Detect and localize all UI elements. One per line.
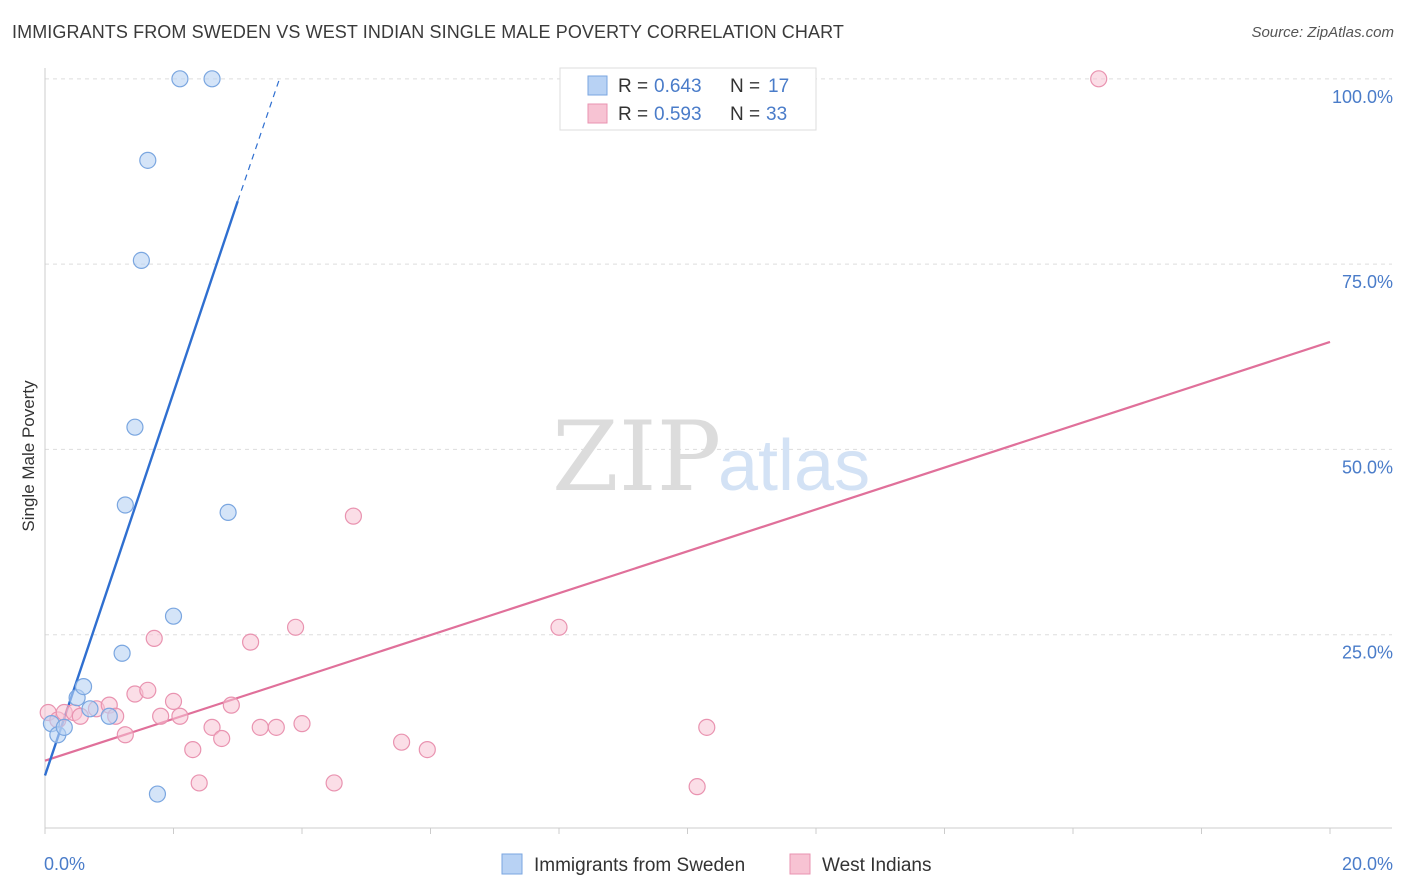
west-indians-point-20: [242, 633, 260, 651]
west-indians-point-21: [251, 718, 269, 736]
west-indians-point-10: [139, 681, 157, 699]
west-indians-r-value: 0.593: [654, 104, 702, 125]
watermark-zip: ZIP: [552, 401, 721, 513]
west-indians-point-31: [698, 718, 716, 736]
sweden-point-16: [219, 503, 237, 522]
west-indians-legend-swatch: [587, 103, 608, 124]
west-indians-point-17: [203, 718, 221, 736]
west-indians-point-25: [325, 774, 343, 792]
west-indians-n-value: 33: [766, 104, 787, 125]
sweden-trend-line: [43, 200, 239, 776]
west-indians-point-26: [344, 507, 362, 525]
west-indians-trend-line: [44, 340, 1331, 762]
y-axis-label: Single Male Poverty: [19, 380, 38, 532]
west-indians-point-23: [286, 618, 305, 636]
west-indians-point-13: [164, 692, 183, 711]
sweden-point-12: [148, 785, 167, 803]
west-indians-point-19: [222, 696, 240, 714]
west-indians-point-12: [152, 707, 170, 725]
y-tick-label-2: 75.0%: [1342, 272, 1393, 292]
sweden-r-value: 0.643: [654, 76, 702, 97]
x-tick-label-max: 20.0%: [1342, 854, 1393, 874]
sweden-point-5: [81, 700, 99, 718]
west-indians-point-24: [293, 715, 311, 733]
sweden-point-10: [132, 251, 150, 270]
y-tick-label-3: 100.0%: [1332, 87, 1393, 107]
sweden-point-2: [55, 718, 73, 736]
x-tick-label-min: 0.0%: [44, 854, 85, 874]
trend-lines: [43, 78, 1331, 776]
west-indians-point-11: [145, 629, 163, 648]
sweden-point-13: [164, 607, 183, 625]
west-indians-point-28: [418, 740, 436, 759]
west-indians-point-18: [213, 729, 231, 748]
sweden-point-14: [171, 70, 189, 88]
series-legend: Immigrants from Sweden West Indians: [501, 853, 931, 876]
west-indians-point-30: [688, 778, 706, 796]
sweden-point-6: [100, 707, 118, 725]
west-indians-point-14: [171, 707, 189, 725]
watermark-atlas: atlas: [718, 426, 870, 506]
legend-west-indians-label: West Indians: [822, 855, 931, 876]
legend-sweden-swatch: [501, 853, 523, 875]
x-tick-labels: 0.0% 20.0%: [44, 854, 1393, 874]
sweden-point-15: [203, 70, 221, 88]
watermark: ZIP atlas: [552, 401, 870, 513]
source-label: Source: ZipAtlas.com: [1251, 24, 1394, 41]
sweden-point-7: [113, 644, 131, 662]
sweden-n-value: 17: [768, 76, 789, 97]
sweden-trend-extension: [237, 78, 281, 202]
sweden-point-4: [74, 677, 93, 696]
west-indians-point-29: [550, 618, 568, 636]
west-indians-point-16: [190, 774, 208, 792]
sweden-point-9: [126, 418, 144, 436]
west-indians-n-label: N =: [730, 104, 760, 125]
west-indians-point-27: [392, 733, 411, 751]
chart-title: IMMIGRANTS FROM SWEDEN VS WEST INDIAN SI…: [12, 22, 844, 42]
sweden-point-11: [139, 151, 157, 169]
west-indians-point-8: [116, 726, 134, 744]
west-indians-point-15: [184, 740, 202, 759]
west-indians-points: [39, 70, 1108, 796]
sweden-n-label: N =: [730, 76, 760, 97]
sweden-r-label: R =: [618, 76, 648, 97]
west-indians-point-32: [1090, 70, 1108, 88]
gridlines: [45, 78, 1392, 636]
y-tick-labels: 25.0% 50.0% 75.0% 100.0%: [1332, 87, 1393, 663]
sweden-point-8: [116, 496, 134, 514]
y-tick-label-1: 50.0%: [1342, 457, 1393, 477]
axes: [44, 68, 1392, 834]
legend-west-indians-swatch: [789, 853, 811, 875]
stats-legend: R = 0.643 N = 17 R = 0.593 N = 33: [559, 67, 817, 131]
west-indians-r-label: R =: [618, 104, 648, 125]
sweden-legend-swatch: [587, 75, 608, 96]
west-indians-point-22: [267, 718, 285, 736]
y-tick-label-0: 25.0%: [1342, 643, 1393, 663]
legend-sweden-label: Immigrants from Sweden: [534, 855, 745, 876]
sweden-points: [42, 70, 237, 803]
